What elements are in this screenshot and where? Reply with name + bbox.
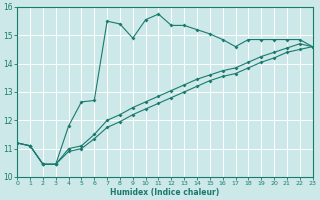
X-axis label: Humidex (Indice chaleur): Humidex (Indice chaleur) bbox=[110, 188, 220, 197]
